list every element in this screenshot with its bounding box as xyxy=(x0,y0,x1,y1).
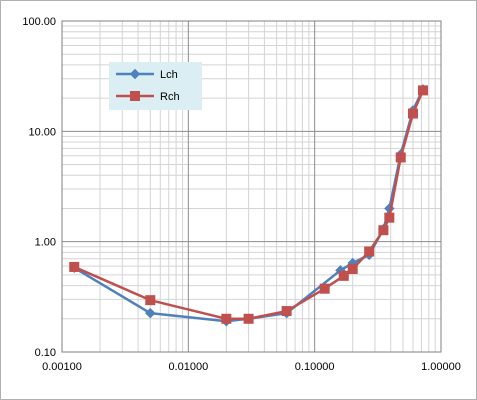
data-point-rch xyxy=(407,108,418,119)
legend-marker-rch xyxy=(130,91,140,101)
data-point-rch xyxy=(378,225,389,236)
data-point-rch xyxy=(417,85,428,96)
y-tick-label: 1.00 xyxy=(35,237,56,249)
data-point-rch xyxy=(69,261,80,272)
x-tick-label: 0.00100 xyxy=(42,361,82,373)
x-tick-label: 0.01000 xyxy=(168,361,208,373)
data-point-rch xyxy=(364,246,375,257)
y-tick-label: 100.00 xyxy=(22,16,56,28)
legend-marker-lch xyxy=(129,68,141,80)
plot-area-border xyxy=(61,20,442,353)
series-rch xyxy=(69,85,428,324)
y-tick-label: 10.00 xyxy=(28,126,56,138)
data-point-rch xyxy=(221,313,232,324)
y-tick-label: 0.10 xyxy=(35,347,56,359)
data-point-rch xyxy=(347,264,358,275)
legend-box xyxy=(109,62,202,110)
data-point-rch xyxy=(145,295,156,306)
data-point-lch xyxy=(145,307,156,319)
data-point-rch xyxy=(243,313,254,324)
x-tick-label: 1.00000 xyxy=(421,361,461,373)
legend-label-lch: Lch xyxy=(160,69,178,81)
data-point-rch xyxy=(384,212,395,223)
data-point-rch xyxy=(338,270,349,281)
x-tick-label: 0.10000 xyxy=(295,361,335,373)
data-point-rch xyxy=(319,283,330,294)
data-point-rch xyxy=(395,152,406,163)
series-group xyxy=(69,84,429,327)
data-point-rch xyxy=(281,306,292,317)
legend: Lch Rch xyxy=(109,62,202,110)
legend-label-rch: Rch xyxy=(160,91,180,103)
axis-labels: 0.10 1.00 10.00 100.00 0.00100 0.01000 0.10000… xyxy=(22,16,461,373)
